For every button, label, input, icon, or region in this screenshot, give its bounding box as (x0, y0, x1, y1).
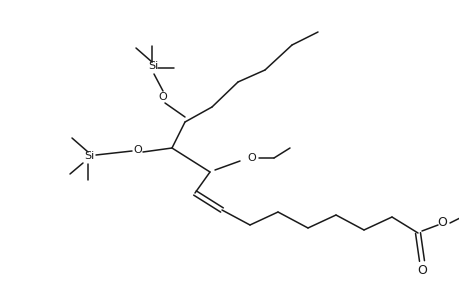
Text: O: O (247, 153, 256, 163)
Text: O: O (133, 145, 142, 155)
Text: O: O (158, 92, 167, 102)
Text: Si: Si (147, 61, 158, 71)
Text: O: O (436, 217, 446, 230)
Text: Si: Si (84, 151, 94, 161)
Text: O: O (416, 265, 426, 278)
